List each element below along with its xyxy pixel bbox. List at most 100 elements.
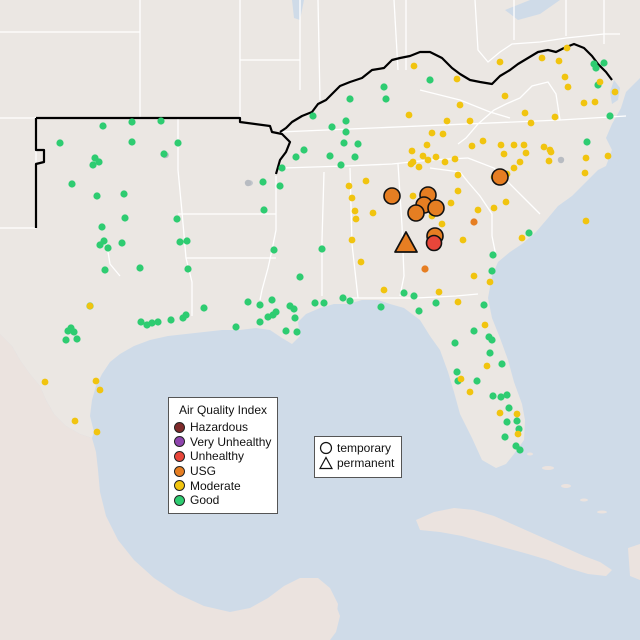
monitor-good xyxy=(148,319,156,327)
monitor-good xyxy=(232,323,240,331)
monitor-moderate xyxy=(409,192,417,200)
monitor-good xyxy=(525,229,533,237)
monitor-moderate xyxy=(540,143,548,151)
monitor-good xyxy=(99,122,107,130)
monitor-good xyxy=(118,239,126,247)
legend-item-hazardous: Hazardous xyxy=(169,420,277,435)
monitor-usg xyxy=(470,218,478,226)
monitor-usg xyxy=(421,265,429,273)
monitor-moderate xyxy=(369,209,377,217)
pamlico-sound xyxy=(608,150,620,166)
legend-label: Good xyxy=(190,493,220,508)
legend-label: Very Unhealthy xyxy=(190,434,272,449)
monitor-moderate xyxy=(604,152,612,160)
monitor-good xyxy=(473,377,481,385)
triangle-icon xyxy=(319,455,333,469)
monitor-good xyxy=(68,180,76,188)
bahamas-islands xyxy=(527,452,607,514)
monitor-good xyxy=(342,128,350,136)
good-swatch xyxy=(174,494,185,506)
monitor-moderate xyxy=(439,130,447,138)
monitor-good xyxy=(96,241,104,249)
monitor-good xyxy=(451,339,459,347)
monitor-good xyxy=(340,139,348,147)
monitor-moderate xyxy=(405,111,413,119)
monitor-good xyxy=(503,391,511,399)
monitor-moderate xyxy=(561,73,569,81)
monitor-moderate xyxy=(514,430,522,438)
monitor-good xyxy=(154,318,162,326)
monitor-moderate xyxy=(591,98,599,106)
monitor-moderate xyxy=(496,409,504,417)
monitor-good xyxy=(160,150,168,158)
monitor-moderate xyxy=(352,215,360,223)
monitor-moderate xyxy=(438,220,446,228)
monitor-good xyxy=(182,311,190,319)
legend-item-temporary: temporary xyxy=(315,440,401,455)
monitor-moderate xyxy=(500,150,508,158)
monitor-good xyxy=(70,328,78,336)
monitor-good xyxy=(488,267,496,275)
monitor-moderate xyxy=(545,157,553,165)
usg-swatch xyxy=(174,465,185,477)
monitor-good xyxy=(260,206,268,214)
monitor-good xyxy=(497,393,505,401)
monitor-moderate xyxy=(481,321,489,329)
monitor-moderate xyxy=(41,378,49,386)
monitor-moderate xyxy=(521,109,529,117)
monitor-good xyxy=(320,299,328,307)
monitor-moderate xyxy=(380,286,388,294)
monitor-moderate xyxy=(563,44,571,52)
monitor-moderate xyxy=(555,57,563,65)
monitor-moderate xyxy=(428,129,436,137)
monitor-moderate xyxy=(454,187,462,195)
aqi-legend: Air Quality Index Hazardous Very Unhealt… xyxy=(168,397,278,514)
shape-legend: temporary permanent xyxy=(314,436,402,478)
legend-item-moderate: Moderate xyxy=(169,478,277,493)
monitor-moderate xyxy=(86,302,94,310)
region-outline xyxy=(34,42,613,228)
moderate-swatch xyxy=(174,480,185,492)
monitor-moderate xyxy=(348,236,356,244)
cuba-land xyxy=(416,508,612,576)
monitor-good xyxy=(272,308,280,316)
yucatan-land xyxy=(250,590,340,640)
monitor-usg-temporary xyxy=(491,168,509,186)
monitor-moderate xyxy=(518,234,526,242)
monitor-moderate xyxy=(362,177,370,185)
monitor-good xyxy=(600,59,608,67)
monitor-good xyxy=(470,327,478,335)
monitor-good xyxy=(290,305,298,313)
monitor-good xyxy=(489,392,497,400)
permanent-label: permanent xyxy=(337,455,395,470)
legend-label: Moderate xyxy=(190,478,241,493)
hazardous-swatch xyxy=(174,421,185,433)
legend-item-usg: USG xyxy=(169,464,277,479)
monitor-good xyxy=(326,152,334,160)
monitor-moderate xyxy=(582,154,590,162)
monitor-good xyxy=(104,244,112,252)
lake-michigan xyxy=(292,0,304,20)
monitor-good xyxy=(183,237,191,245)
monitor-moderate xyxy=(454,171,462,179)
monitor-moderate xyxy=(410,62,418,70)
unhealthy-swatch xyxy=(174,450,185,462)
legend-item-unhealthy: Unhealthy xyxy=(169,449,277,464)
monitor-good xyxy=(184,265,192,273)
monitor-moderate xyxy=(581,169,589,177)
monitor-good xyxy=(259,178,267,186)
monitor-good xyxy=(351,153,359,161)
monitor-moderate xyxy=(424,156,432,164)
monitor-moderate xyxy=(546,146,554,154)
monitor-moderate xyxy=(435,288,443,296)
monitor-good xyxy=(309,112,317,120)
monitor-no-data xyxy=(557,156,565,164)
monitor-moderate xyxy=(510,164,518,172)
monitor-good xyxy=(278,164,286,172)
monitor-moderate xyxy=(520,141,528,149)
monitor-moderate xyxy=(415,163,423,171)
monitor-good xyxy=(137,318,145,326)
monitor-moderate xyxy=(582,217,590,225)
monitor-moderate xyxy=(479,137,487,145)
monitor-moderate xyxy=(443,117,451,125)
